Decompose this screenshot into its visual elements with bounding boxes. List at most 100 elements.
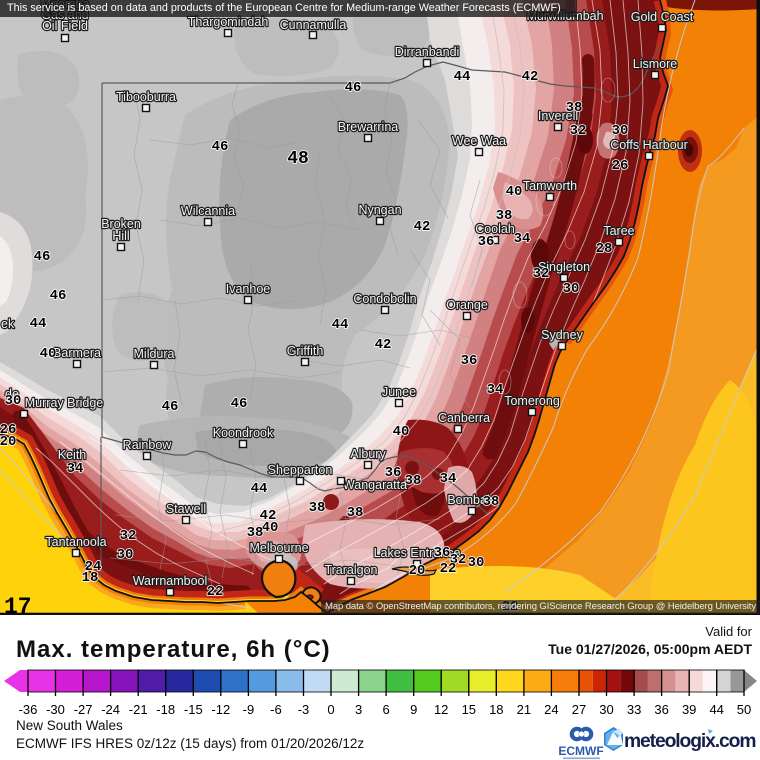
svg-text:38: 38 (496, 208, 513, 224)
svg-text:21: 21 (517, 702, 531, 717)
svg-text:20: 20 (409, 563, 426, 579)
svg-text:46: 46 (212, 139, 229, 155)
svg-text:Traralgon: Traralgon (324, 563, 377, 577)
svg-text:30: 30 (5, 393, 22, 409)
svg-text:39: 39 (682, 702, 696, 717)
svg-text:Ivanhoe: Ivanhoe (226, 282, 271, 296)
svg-text:46: 46 (50, 288, 67, 304)
svg-text:36: 36 (478, 234, 495, 250)
svg-text:Tomerong: Tomerong (504, 394, 560, 408)
svg-text:Oil Field: Oil Field (42, 19, 88, 33)
svg-text:ek: ek (1, 317, 15, 331)
svg-text:Barmera: Barmera (53, 346, 101, 360)
svg-text:Stawell: Stawell (166, 502, 206, 516)
svg-text:34: 34 (67, 461, 84, 477)
svg-text:46: 46 (345, 80, 362, 96)
svg-text:Wangaratta: Wangaratta (343, 478, 407, 492)
svg-text:de: de (5, 387, 19, 401)
svg-text:24: 24 (544, 702, 558, 717)
svg-text:Albury: Albury (350, 447, 386, 461)
svg-text:32: 32 (570, 123, 587, 139)
svg-text:Brewarrina: Brewarrina (338, 120, 398, 134)
svg-text:28: 28 (596, 241, 613, 257)
svg-text:34: 34 (440, 471, 457, 487)
svg-text:32: 32 (450, 552, 467, 568)
svg-text:27: 27 (572, 702, 586, 717)
svg-text:-12: -12 (211, 702, 230, 717)
svg-text:Tibooburra: Tibooburra (116, 90, 176, 104)
svg-text:46: 46 (162, 399, 179, 415)
svg-text:meteologix.com: meteologix.com (624, 731, 755, 752)
svg-text:Singleton: Singleton (538, 260, 590, 274)
svg-text:36: 36 (434, 545, 451, 561)
svg-text:34: 34 (487, 382, 504, 398)
svg-text:Bombala: Bombala (447, 493, 496, 507)
svg-text:30: 30 (117, 547, 134, 563)
svg-text:32: 32 (120, 528, 137, 544)
svg-text:38: 38 (405, 473, 422, 489)
svg-text:Wilcannia: Wilcannia (181, 204, 235, 218)
svg-text:30: 30 (563, 281, 580, 297)
svg-text:-3: -3 (298, 702, 310, 717)
svg-text:42: 42 (260, 508, 277, 524)
svg-text:Cunnamulla: Cunnamulla (280, 18, 347, 32)
svg-text:-21: -21 (129, 702, 148, 717)
svg-text:26: 26 (0, 422, 16, 438)
svg-text:6: 6 (382, 702, 389, 717)
svg-text:30: 30 (599, 702, 613, 717)
svg-text:38: 38 (566, 100, 583, 116)
svg-text:38: 38 (309, 500, 326, 516)
svg-text:42: 42 (375, 337, 392, 353)
svg-text:22: 22 (440, 561, 457, 577)
svg-text:Gold Coast: Gold Coast (631, 10, 694, 24)
svg-text:44: 44 (251, 481, 268, 497)
svg-text:Nyngan: Nyngan (358, 203, 401, 217)
svg-text:38: 38 (483, 494, 500, 510)
svg-text:48: 48 (287, 149, 309, 169)
svg-text:46: 46 (34, 249, 51, 265)
svg-text:Taree: Taree (603, 224, 634, 238)
svg-text:-18: -18 (156, 702, 175, 717)
svg-text:ECMWF: ECMWF (558, 744, 603, 758)
svg-text:Condobolin: Condobolin (353, 292, 416, 306)
svg-text:32: 32 (533, 266, 550, 282)
svg-text:Canberra: Canberra (438, 411, 490, 425)
svg-text:Orange: Orange (446, 298, 488, 312)
svg-text:50: 50 (737, 702, 751, 717)
svg-text:Sydney: Sydney (541, 328, 583, 342)
svg-text:Hill: Hill (112, 229, 129, 243)
svg-text:22: 22 (207, 584, 224, 600)
svg-text:9: 9 (410, 702, 417, 717)
svg-text:Warrnambool: Warrnambool (133, 574, 208, 588)
svg-text:36: 36 (385, 465, 402, 481)
svg-text:40: 40 (40, 346, 57, 362)
svg-text:15: 15 (462, 702, 476, 717)
svg-text:Griffith: Griffith (287, 344, 324, 358)
svg-text:Thargomindah: Thargomindah (188, 15, 269, 29)
svg-text:40: 40 (506, 184, 523, 200)
svg-text:Tantanoola: Tantanoola (45, 535, 106, 549)
svg-text:Lakes Entrance: Lakes Entrance (374, 546, 461, 560)
svg-text:Melbourne: Melbourne (249, 541, 308, 555)
svg-text:-9: -9 (243, 702, 255, 717)
svg-text:38: 38 (247, 525, 264, 541)
svg-text:24: 24 (85, 559, 102, 575)
svg-text:Murray Bridge: Murray Bridge (25, 396, 104, 410)
svg-text:17: 17 (4, 594, 32, 615)
svg-text:18: 18 (489, 702, 503, 717)
svg-text:-27: -27 (74, 702, 93, 717)
svg-text:36: 36 (461, 353, 478, 369)
svg-text:30: 30 (468, 555, 485, 571)
svg-text:20: 20 (0, 434, 16, 450)
svg-text:Koondrook: Koondrook (213, 426, 274, 440)
svg-text:Dirranbandi: Dirranbandi (395, 45, 460, 59)
svg-text:Rainbow: Rainbow (123, 438, 173, 452)
svg-text:18: 18 (82, 570, 99, 586)
svg-text:Lismore: Lismore (633, 57, 678, 71)
svg-text:44: 44 (30, 316, 47, 332)
svg-text:0: 0 (327, 702, 334, 717)
svg-text:42: 42 (522, 69, 539, 85)
svg-text:Shepparton: Shepparton (268, 463, 333, 477)
svg-text:30: 30 (612, 123, 629, 139)
svg-text:Tamworth: Tamworth (523, 179, 577, 193)
